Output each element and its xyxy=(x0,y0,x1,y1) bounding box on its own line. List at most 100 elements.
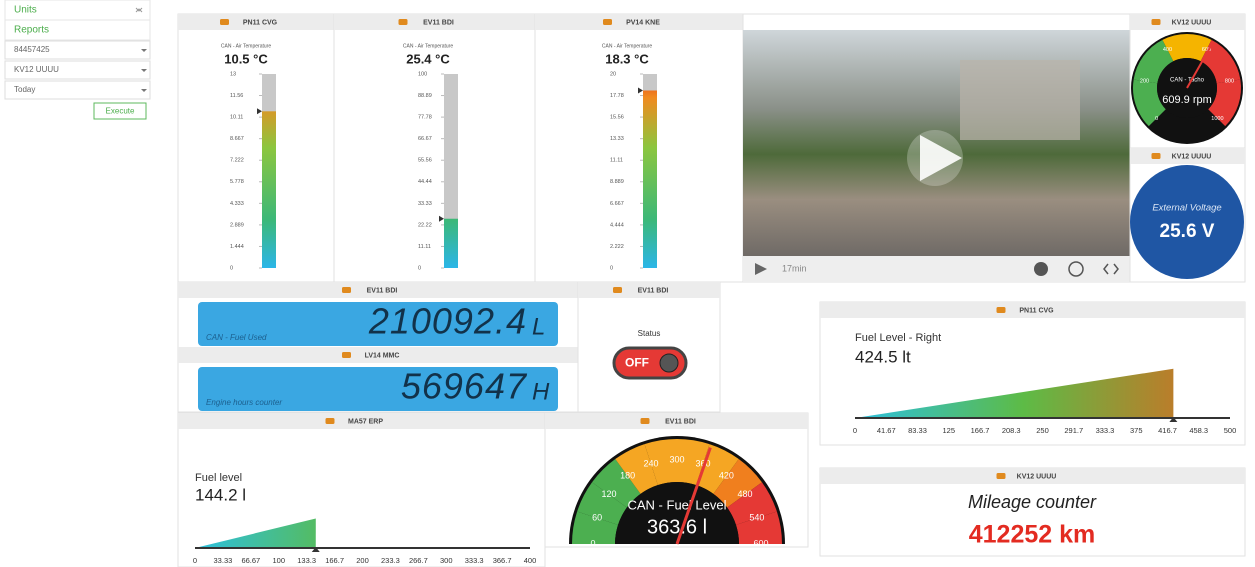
panel-title: PV14 KNE xyxy=(626,19,660,26)
fuel-tick-label: 166.7 xyxy=(971,426,990,435)
scale-label: 13.33 xyxy=(610,136,624,142)
vehicle-icon xyxy=(220,19,229,25)
panel-title: EV11 BDI xyxy=(638,287,669,294)
fuel-tick-label: 41.67 xyxy=(877,426,896,435)
lcd-caption: Engine hours counter xyxy=(206,398,282,407)
vehicle-icon xyxy=(603,19,612,25)
panel-title: EV11 BDI xyxy=(423,19,454,26)
scale-label: 33.33 xyxy=(418,201,432,207)
fuel-tick-label: 416.7 xyxy=(1158,426,1177,435)
gauge-label: 420 xyxy=(719,470,734,480)
sensor-caption: CAN - Air Temperature xyxy=(403,43,453,49)
scale-label: 5.778 xyxy=(230,179,244,185)
scale-label: 77.78 xyxy=(418,115,432,121)
fuel-caption: Fuel level xyxy=(195,472,242,484)
scale-label: 2.889 xyxy=(230,222,244,228)
panel-title: KV12 UUUU xyxy=(1172,153,1212,160)
status-caption: Status xyxy=(638,329,661,338)
fuel-tick-label: 0 xyxy=(193,556,197,565)
fuel-tick-label: 250 xyxy=(1036,426,1049,435)
gauge-label: 300 xyxy=(669,454,684,464)
scale-label: 4.444 xyxy=(610,222,624,228)
scale-label: 17.78 xyxy=(610,93,624,99)
fuel-tick-label: 300 xyxy=(440,556,453,565)
panel-title: LV14 MMC xyxy=(365,352,400,359)
sensor-caption: CAN - Air Temperature xyxy=(602,43,652,49)
scale-label: 22.22 xyxy=(418,222,432,228)
sensor-caption: CAN - Air Temperature xyxy=(221,43,271,49)
voltage-caption: External Voltage xyxy=(1152,203,1221,214)
gauge-label: 200 xyxy=(1140,79,1149,85)
scale-label: 66.67 xyxy=(418,136,432,142)
gauge-label: 180 xyxy=(620,470,635,480)
voltage-reading: 25.6 V xyxy=(1160,221,1215,242)
fuel-tick-label: 0 xyxy=(853,426,857,435)
vehicle-icon xyxy=(399,19,408,25)
fuel-reading: 424.5 lt xyxy=(855,347,911,366)
fuel-tick-label: 233.3 xyxy=(381,556,400,565)
thermo-fill xyxy=(643,90,657,268)
fuel-tick-label: 333.3 xyxy=(1096,426,1115,435)
info-button[interactable] xyxy=(1034,262,1048,276)
gauge-label: 800 xyxy=(1225,79,1234,85)
fuel-tick-label: 500 xyxy=(1224,426,1237,435)
thermo-fill xyxy=(444,219,458,268)
gauge-reading: 363.6 l xyxy=(647,516,707,538)
vehicle-icon xyxy=(997,307,1006,313)
fuel-tick-label: 458.3 xyxy=(1189,426,1208,435)
fuel-tick-label: 400 xyxy=(524,556,537,565)
dashboard: UnitsReports84457425KV12 UUUUTodayExecut… xyxy=(0,0,1255,567)
lcd-unit: H xyxy=(532,378,550,405)
fuel-tick-label: 208.3 xyxy=(1002,426,1021,435)
menu-label: Units xyxy=(14,5,37,16)
scale-label: 7.222 xyxy=(230,158,244,164)
fuel-tick-label: 83.33 xyxy=(908,426,927,435)
lcd-value: 569647 xyxy=(401,366,528,407)
menu-label: Reports xyxy=(14,25,49,36)
panel-title: PN11 CVG xyxy=(1019,307,1054,314)
fuel-tick-label: 366.7 xyxy=(493,556,512,565)
gauge-caption: CAN - Fuel Level xyxy=(628,497,727,512)
panel-title: KV12 UUUU xyxy=(1017,473,1057,480)
page: {"sidebar": {"menu": ["Units", "Reports"… xyxy=(0,0,1255,567)
vehicle-icon xyxy=(342,352,351,358)
scale-label: 1.444 xyxy=(230,244,244,250)
vehicle-icon xyxy=(1152,153,1161,159)
mileage-value: 412252 km xyxy=(969,521,1096,549)
thermo-fill xyxy=(262,111,276,268)
vehicle-icon xyxy=(641,418,650,424)
sensor-reading: 10.5 °C xyxy=(224,51,268,66)
vehicle-icon xyxy=(613,287,622,293)
fuel-reading: 144.2 l xyxy=(195,485,246,504)
scale-label: 15.56 xyxy=(610,115,624,121)
toggle-state: OFF xyxy=(625,356,649,370)
scale-label: 4.333 xyxy=(230,201,244,207)
gauge-label: 0 xyxy=(590,538,595,548)
gauge-label: 600 xyxy=(753,538,768,548)
fuel-tick-label: 375 xyxy=(1130,426,1143,435)
select-value: 84457425 xyxy=(14,45,50,54)
video-building xyxy=(960,60,1080,140)
gauge-label: 120 xyxy=(602,489,617,499)
panel-title: PN11 CVG xyxy=(243,19,278,26)
scale-label: 6.667 xyxy=(610,201,624,207)
fuel-tick-label: 66.67 xyxy=(241,556,260,565)
scale-label: 11.11 xyxy=(418,244,431,250)
fuel-tick-label: 133.3 xyxy=(297,556,316,565)
gauge-label: 0 xyxy=(1155,116,1158,122)
fuel-tick-label: 200 xyxy=(356,556,369,565)
fuel-caption: Fuel Level - Right xyxy=(855,332,941,344)
vehicle-icon xyxy=(1152,19,1161,25)
fuel-tick-label: 266.7 xyxy=(409,556,428,565)
gauge-label: 1000 xyxy=(1211,116,1223,122)
gauge-label: 400 xyxy=(1163,47,1172,53)
panel xyxy=(820,302,1245,445)
lcd-unit: L xyxy=(532,313,545,340)
sensor-reading: 18.3 °C xyxy=(605,51,649,66)
gauge-label: 60 xyxy=(592,512,602,522)
panel-title: EV11 BDI xyxy=(367,287,398,294)
lcd-caption: CAN - Fuel Used xyxy=(206,333,267,342)
scale-label: 100 xyxy=(418,71,427,77)
sensor-reading: 25.4 °C xyxy=(406,51,450,66)
fuel-tick-label: 291.7 xyxy=(1064,426,1083,435)
